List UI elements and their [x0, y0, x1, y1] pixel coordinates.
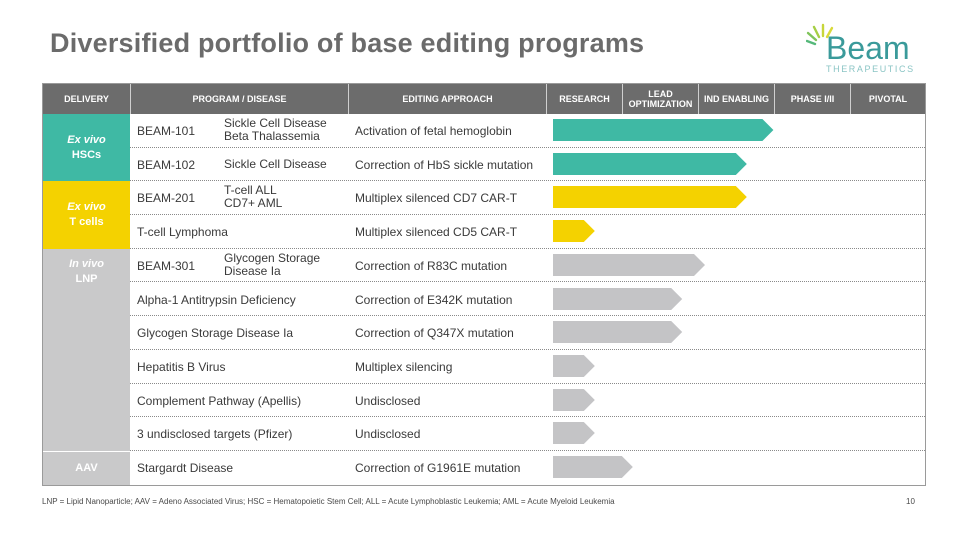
progress-arrow	[553, 456, 633, 478]
program-name: Hepatitis B Virus	[137, 359, 226, 374]
header-stage-pivotal: PIVOTAL	[850, 84, 925, 114]
delivery-group-type: LNP	[75, 272, 98, 285]
program-name: Stargardt Disease	[137, 461, 234, 475]
editing-approach: Correction of HbS sickle mutation	[355, 157, 534, 172]
header-approach: EDITING APPROACH	[348, 84, 546, 114]
pipeline-table: DELIVERY PROGRAM / DISEASE EDITING APPRO…	[42, 83, 926, 486]
header-stage-research: RESEARCH	[546, 84, 622, 114]
program-name: BEAM-201	[137, 191, 196, 206]
header-stage-lead-optimization: LEAD OPTIMIZATION	[622, 84, 698, 114]
progress-arrow	[553, 422, 595, 445]
progress-arrow	[553, 388, 595, 411]
progress-arrow	[553, 220, 595, 243]
table-header: DELIVERY PROGRAM / DISEASE EDITING APPRO…	[43, 84, 925, 114]
header-delivery: DELIVERY	[64, 94, 109, 104]
disease-line: Sickle Cell Disease	[224, 116, 327, 130]
progress-arrow-shape	[553, 388, 595, 411]
progress-arrow-shape	[553, 354, 595, 377]
progress-arrow-shape	[553, 253, 705, 276]
delivery-group-mode: Ex vivo	[67, 201, 106, 214]
delivery-group-mode: In vivo	[69, 257, 104, 270]
editing-approach: Undisclosed	[355, 393, 421, 408]
disease-line: CD7+ AML	[224, 196, 283, 211]
disease-line: Disease Ia	[224, 263, 281, 278]
table-row: Alpha-1 Antitrypsin Deficiency Correction…	[130, 283, 925, 317]
disease-name: Glycogen Storage Disease Ia	[224, 250, 321, 278]
program-name: T-cell Lymphoma	[137, 225, 228, 240]
program-name: 3 undisclosed targets (Pfizer)	[137, 427, 293, 442]
progress-arrow-shape	[553, 287, 683, 310]
logo-rays-icon	[806, 23, 834, 46]
delivery-group-mode: Ex vivo	[67, 133, 106, 146]
progress-arrow	[553, 321, 683, 344]
footnote: LNP = Lipid Nanoparticle; AAV = Adeno As…	[42, 497, 615, 506]
progress-arrow-shape	[553, 422, 595, 445]
table-row: BEAM-201 T-cell ALL CD7+ AML Multiplex sile…	[130, 181, 925, 216]
table-row: Hepatitis B Virus Multiplex silencing	[130, 350, 925, 384]
progress-arrow	[553, 152, 747, 175]
progress-arrow	[553, 119, 774, 141]
editing-approach: Multiplex silenced CD7 CAR-T	[355, 191, 518, 206]
table-row: Stargardt Disease Correction of G1961E mu…	[130, 451, 925, 485]
delivery-group-type: AAV	[75, 462, 98, 474]
disease-line: Glycogen Storage	[224, 250, 321, 265]
progress-arrow	[553, 354, 595, 377]
progress-arrow	[553, 186, 747, 209]
logo-subtitle: THERAPEUTICS	[826, 64, 915, 74]
program-name: Glycogen Storage Disease Ia	[137, 326, 294, 341]
progress-arrow-shape	[553, 186, 747, 209]
table-row: Complement Pathway (Apellis) Undisclosed	[130, 384, 925, 418]
progress-arrow	[553, 287, 683, 310]
editing-approach: Correction of E342K mutation	[355, 292, 513, 307]
delivery-group-in-vivo-lnp: In vivo LNP	[43, 248, 130, 451]
delivery-group-type: T cells	[69, 216, 104, 229]
editing-approach: Undisclosed	[355, 427, 421, 442]
disease-name: T-cell ALL CD7+ AML	[224, 184, 282, 210]
delivery-group-ex-vivo-t-cells: Ex vivo T cells	[43, 181, 130, 249]
table-row: BEAM-102 Sickle Cell Disease Correction of…	[130, 148, 925, 182]
program-name: Complement Pathway (Apellis)	[137, 393, 302, 408]
company-logo: Beam THERAPEUTICS	[806, 22, 920, 78]
logo-wordmark: Beam	[826, 30, 910, 66]
delivery-group-aav: AAV	[43, 452, 130, 485]
page-title: Diversified portfolio of base editing pr…	[50, 28, 645, 58]
disease-line: Beta Thalassemia	[224, 129, 320, 143]
table-row: BEAM-101 Sickle Cell Disease Beta Thalasse…	[130, 114, 925, 148]
editing-approach: Correction of G1961E mutation	[355, 461, 521, 475]
disease-line: T-cell ALL	[224, 183, 277, 198]
progress-arrow-shape	[553, 456, 633, 478]
program-name: BEAM-102	[137, 157, 196, 172]
header-program: PROGRAM / DISEASE	[130, 84, 348, 114]
progress-arrow-shape	[553, 321, 683, 344]
progress-arrow	[553, 253, 705, 276]
program-name: Alpha-1 Antitrypsin Deficiency	[137, 292, 296, 307]
program-name: BEAM-301	[137, 258, 196, 273]
table-row: BEAM-301 Glycogen Storage Disease Ia Correc…	[130, 249, 925, 283]
disease-line: Sickle Cell Disease	[224, 156, 327, 171]
editing-approach: Correction of Q347X mutation	[355, 326, 514, 341]
progress-arrow-shape	[553, 152, 747, 175]
page-number: 10	[906, 497, 915, 506]
progress-arrow-shape	[553, 220, 595, 243]
editing-approach: Correction of R83C mutation	[355, 258, 508, 273]
program-name: BEAM-101	[137, 124, 196, 138]
table-row: Glycogen Storage Disease Ia Correction of…	[130, 316, 925, 350]
header-stage-phase: PHASE I/II	[774, 84, 850, 114]
disease-name: Sickle Cell Disease Beta Thalassemia	[224, 117, 327, 143]
delivery-group-ex-vivo-hscs: Ex vivo HSCs	[43, 114, 130, 182]
delivery-group-type: HSCs	[71, 148, 102, 161]
editing-approach: Activation of fetal hemoglobin	[355, 124, 512, 138]
header-stage-ind-enabling: IND ENABLING	[698, 84, 774, 114]
table-row: T-cell Lymphoma Multiplex silenced CD5 CA…	[130, 215, 925, 249]
editing-approach: Multiplex silencing	[355, 359, 453, 374]
progress-arrow-shape	[553, 119, 774, 141]
disease-name: Sickle Cell Disease	[224, 156, 327, 171]
table-row: 3 undisclosed targets (Pfizer) Undisclose…	[130, 417, 925, 451]
editing-approach: Multiplex silenced CD5 CAR-T	[355, 225, 518, 240]
